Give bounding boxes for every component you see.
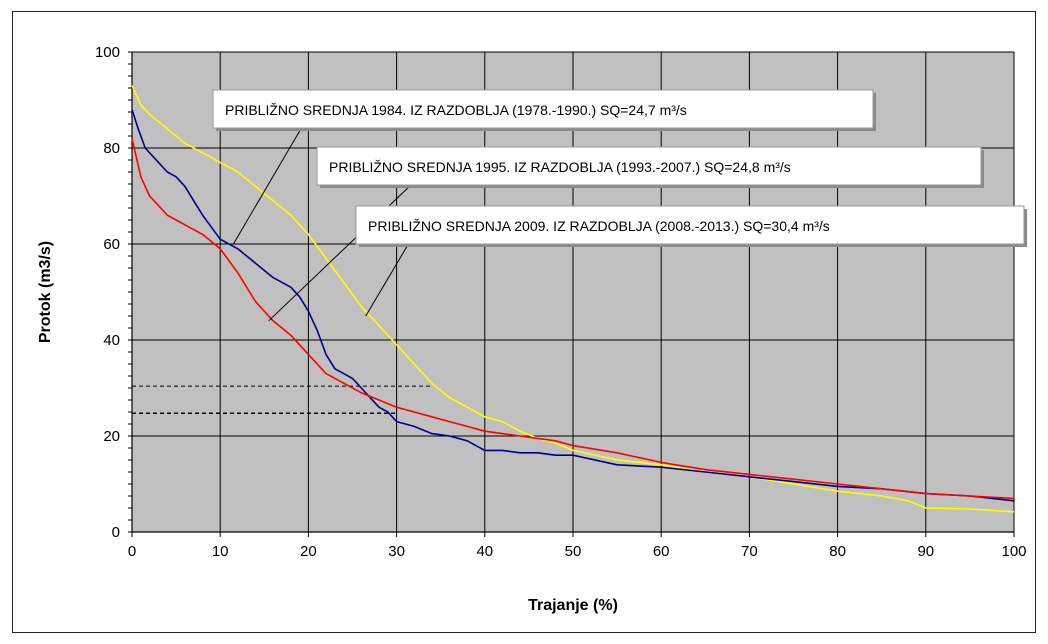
- x-tick-label: 40: [476, 543, 493, 560]
- axes: 0 20 40 60 80 100 0 10 20 30 40 50 60 70 80 90 100: [95, 44, 1027, 560]
- annotations: PRIBLIŽNO SREDNJA 1984. IZ RAZDOBLJA (19…: [212, 89, 1027, 322]
- annotation-box: [212, 89, 874, 129]
- series-line-3: [131, 138, 1015, 500]
- x-tick-label: 70: [741, 543, 758, 560]
- x-tick-label: 50: [565, 543, 582, 560]
- annotation-leader-line: [232, 126, 303, 245]
- y-axis-title: Protok (m3/s): [37, 241, 54, 343]
- chart-frame: 0 20 40 60 80 100 0 10 20 30 40 50 60 70 80 90 100 PRIBL…: [12, 11, 1036, 633]
- series-line-1: [131, 85, 1015, 513]
- x-tick-label: 10: [212, 543, 229, 560]
- x-tick-label: 80: [829, 543, 846, 560]
- y-tick-label: 60: [103, 236, 120, 253]
- annotation-box: [316, 146, 982, 186]
- x-axis-title: Trajanje (%): [528, 597, 618, 614]
- annotation-text: PRIBLIŽNO SREDNJA 2009. IZ RAZDOBLJA (20…: [368, 218, 830, 234]
- annotation-box: [355, 205, 1025, 245]
- y-tick-label: 20: [103, 428, 120, 445]
- annotation-leader-line: [365, 242, 410, 317]
- x-tick-label: 30: [388, 543, 405, 560]
- x-tick-label: 100: [1001, 543, 1026, 560]
- flow-duration-chart: 0 20 40 60 80 100 0 10 20 30 40 50 60 70 80 90 100 PRIBL…: [37, 44, 1027, 614]
- y-tick-label: 40: [103, 332, 120, 349]
- grid-lines: [131, 51, 1015, 533]
- series-lines: [131, 85, 1015, 513]
- x-tick-label: 60: [653, 543, 670, 560]
- annotation-text: PRIBLIŽNO SREDNJA 1984. IZ RAZDOBLJA (19…: [225, 102, 687, 118]
- reference-lines: [132, 385, 432, 414]
- y-tick-label: 80: [103, 140, 120, 157]
- annotation-text: PRIBLIŽNO SREDNJA 1995. IZ RAZDOBLJA (19…: [329, 159, 791, 175]
- series-line-2: [131, 109, 1015, 502]
- x-tick-label: 20: [300, 543, 317, 560]
- y-tick-label: 100: [95, 44, 120, 61]
- x-tick-label: 0: [128, 543, 136, 560]
- x-tick-label: 90: [917, 543, 934, 560]
- y-tick-label: 0: [112, 524, 120, 541]
